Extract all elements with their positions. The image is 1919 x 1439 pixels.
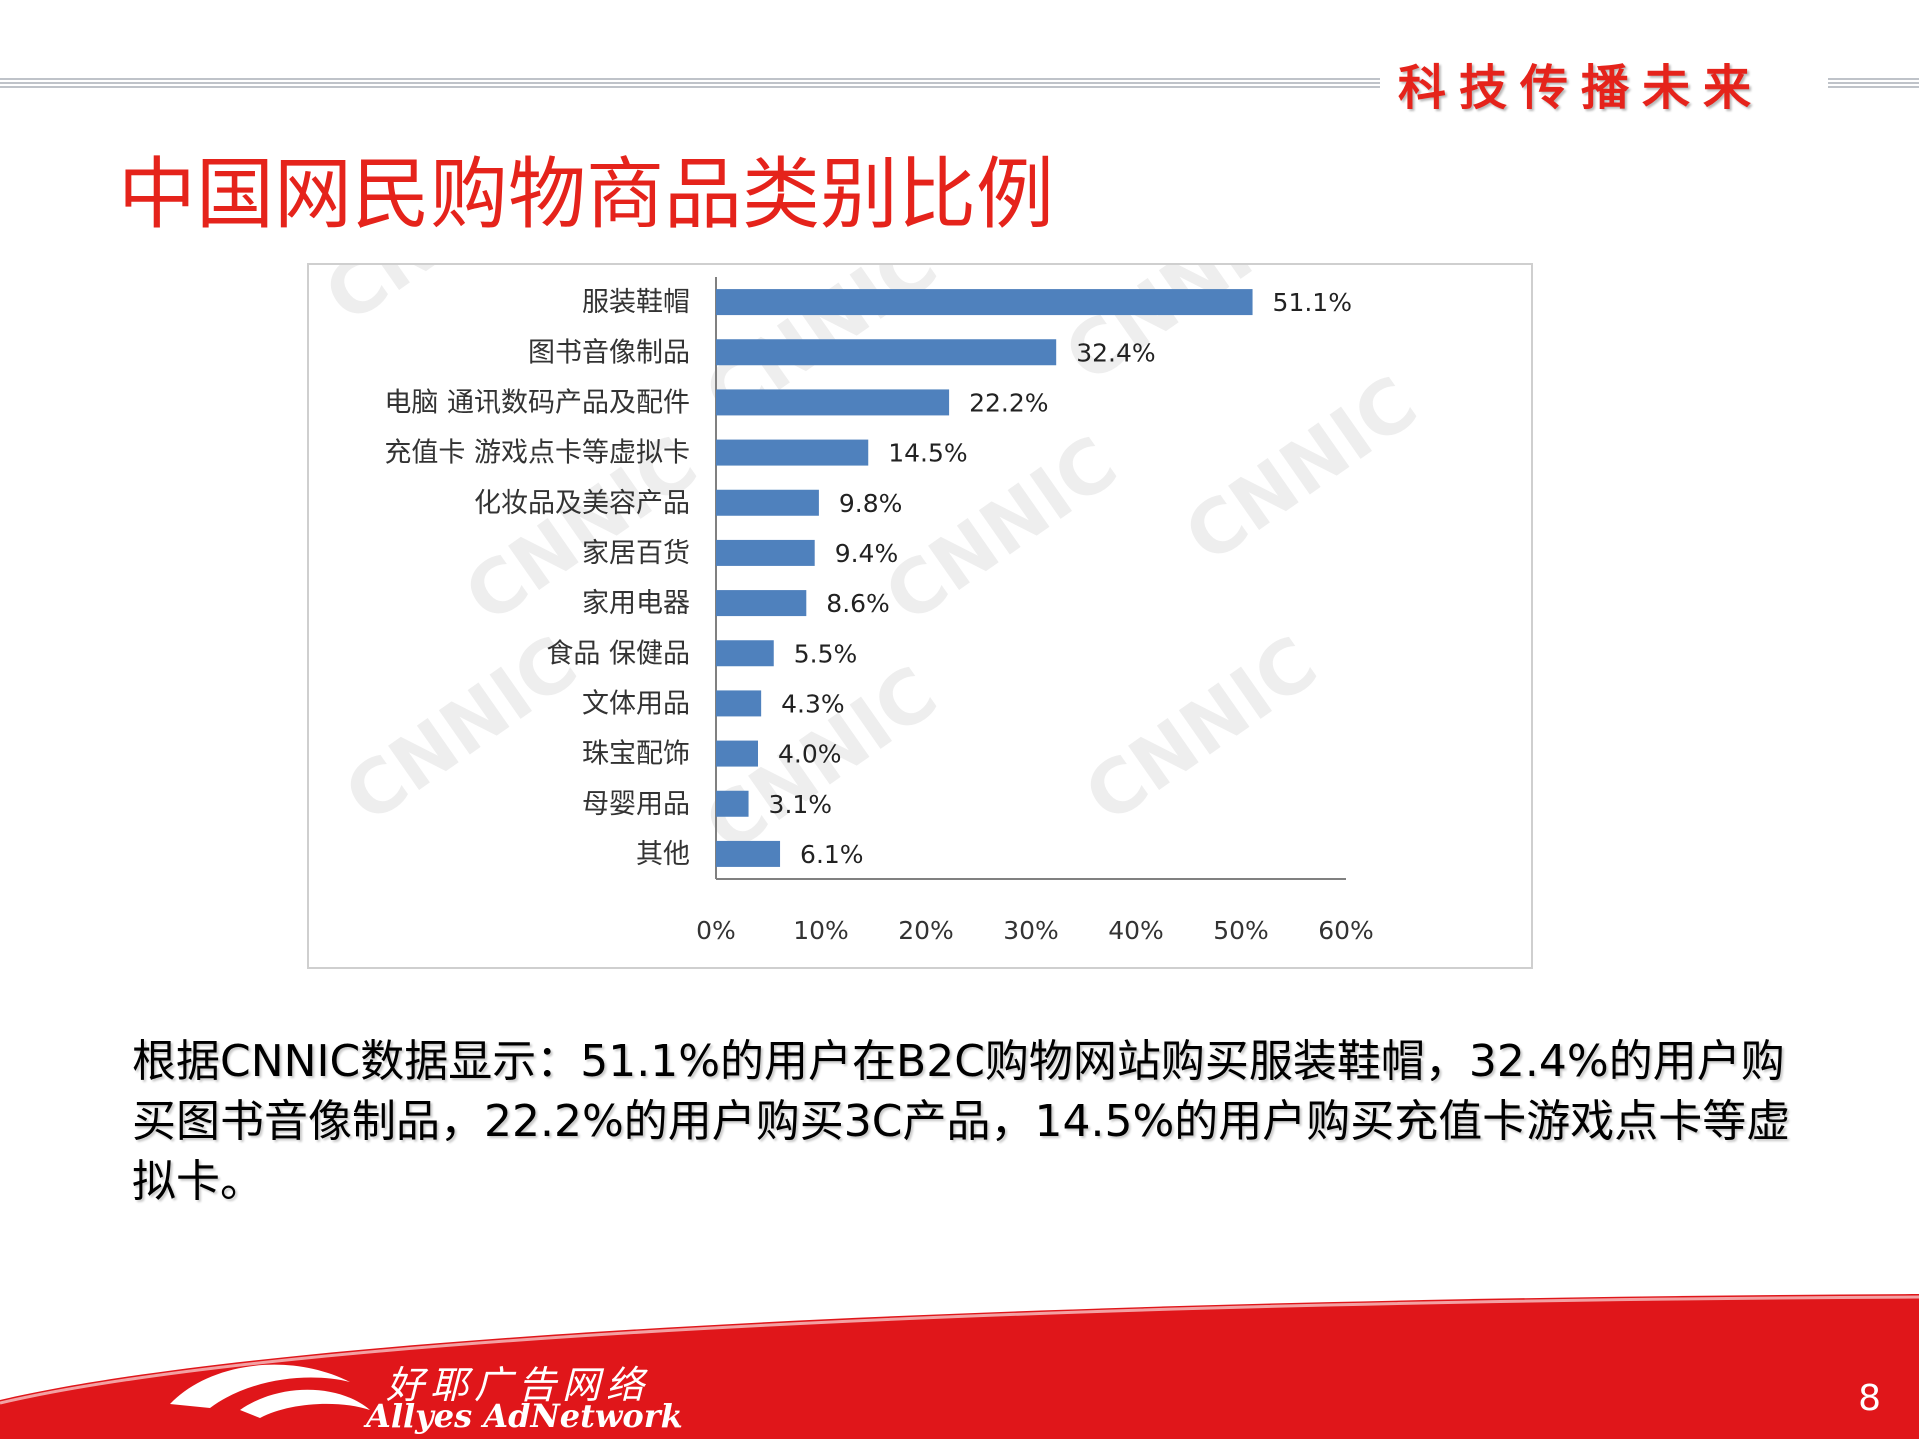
summary-text: 根据CNNIC数据显示：51.1%的用户在B2C购物网站购买服装鞋帽，32.4%… [132,1036,1791,1207]
bar [716,439,869,466]
category-label: 服装鞋帽 [582,287,690,318]
bar [716,640,774,667]
category-label: 电脑 通讯数码产品及配件 [384,387,690,418]
bar [716,590,807,617]
bar [716,289,1253,316]
data-label: 5.5% [794,639,858,668]
category-label: 家用电器 [582,588,690,619]
data-label: 4.0% [778,740,842,769]
data-label: 51.1% [1273,288,1352,317]
allyes-logo-icon [170,1364,370,1418]
category-label: 图书音像制品 [528,337,690,368]
bar [716,790,749,817]
brand-name-en: Allyes AdNetwork [366,1397,683,1435]
data-label: 3.1% [769,790,833,819]
x-tick-label: 0% [696,916,736,945]
bar [716,539,815,566]
data-label: 9.8% [839,489,903,518]
watermark-text: CNNIC [310,265,572,340]
x-tick-label: 20% [898,916,954,945]
category-label: 家居百货 [582,538,690,569]
data-label: 22.2% [969,388,1048,417]
category-label: 食品 保健品 [546,638,690,669]
header-rule-left [0,78,1380,92]
slide-title: 中国网民购物商品类别比例 [118,150,1055,240]
data-label: 8.6% [826,589,890,618]
bar [716,339,1057,366]
bar [716,840,781,867]
brand-name-cn: 好耶广告网络 [386,1363,651,1407]
category-label: 文体用品 [582,688,690,719]
x-tick-label: 40% [1108,916,1164,945]
data-label: 9.4% [835,539,899,568]
x-tick-label: 50% [1213,916,1269,945]
data-label: 14.5% [888,439,967,468]
watermark-text: CNNIC [1170,360,1432,580]
x-tick-label: 60% [1318,916,1374,945]
x-tick-label: 10% [793,916,849,945]
category-label: 化妆品及美容产品 [474,488,690,519]
bar [716,740,758,767]
data-label: 4.3% [781,689,845,718]
data-label: 32.4% [1076,338,1155,367]
chart-container: CNNIC CNNIC CNNIC CNNIC CNNIC CNNIC CNNIC CNNIC… [307,263,1533,969]
x-tick-label: 30% [1003,916,1059,945]
bar [716,690,762,717]
watermark-text: CNNIC [1070,620,1332,840]
data-label: 6.1% [800,840,864,869]
category-label: 母婴用品 [582,789,690,820]
header-tagline: 科技传播未来 [1398,60,1765,116]
category-label: 充值卡 游戏点卡等虚拟卡 [384,438,690,469]
page-number: 8 [1858,1378,1881,1419]
bar [716,389,950,416]
footer-band [0,1294,1919,1439]
category-label: 其他 [636,839,690,870]
category-label: 珠宝配饰 [582,739,690,770]
header-rule-right [1828,78,1919,92]
bar [716,489,819,516]
watermark-text: CNNIC [1050,265,1312,400]
